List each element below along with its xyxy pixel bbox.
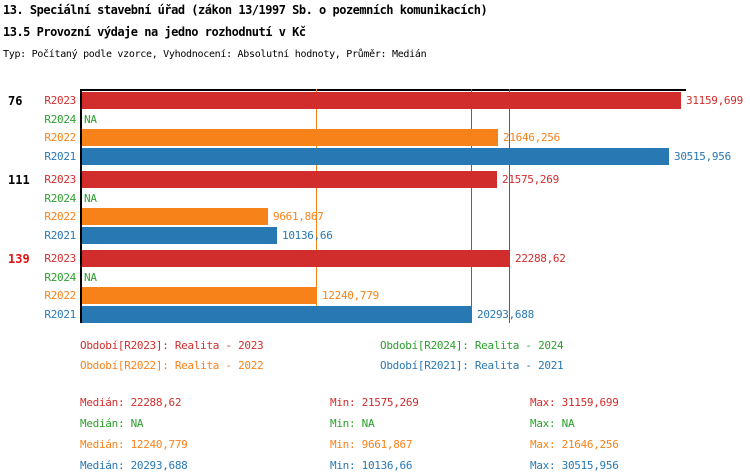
stat-value: 9661,867 — [361, 438, 413, 451]
bar-76-R2022 — [82, 129, 498, 146]
stat-value: 22288,62 — [130, 396, 182, 409]
stat-max-R2024: Max: NA — [530, 417, 575, 430]
na-value-label: NA — [84, 271, 97, 284]
stat-value: 31159,699 — [561, 396, 619, 409]
series-row-label: R2021 — [44, 308, 76, 321]
stat-value: 12240,779 — [130, 438, 188, 451]
stat-max-R2022: Max: 21646,256 — [530, 438, 619, 451]
bar-139-R2022 — [82, 287, 317, 304]
median-line-R2021 — [471, 89, 472, 323]
stat-label: Max — [530, 459, 549, 472]
stat-label: Medián — [80, 417, 118, 430]
group-id-label: 76 — [8, 94, 23, 108]
stat-min-R2022: Min: 9661,867 — [330, 438, 413, 451]
bar-value-label: 9661,867 — [273, 210, 324, 223]
bar-value-label: 21575,269 — [502, 173, 559, 186]
series-row-label: R2022 — [44, 289, 76, 302]
bar-111-R2023 — [82, 171, 497, 188]
bar-111-R2022 — [82, 208, 268, 225]
bar-value-label: 30515,956 — [674, 150, 731, 163]
bar-139-R2023 — [82, 250, 510, 267]
bar-chart: 76 R2023 31159,699 R2024 NA R2022 21646,256 R20… — [8, 89, 743, 323]
group-id-label: 111 — [8, 173, 30, 187]
bar-value-label: 20293,688 — [477, 308, 534, 321]
stat-value: 10136,66 — [361, 459, 413, 472]
stat-value: NA — [130, 417, 144, 430]
stat-label: Max — [530, 396, 549, 409]
y-axis-line — [80, 89, 82, 323]
bar-value-label: 31159,699 — [686, 94, 743, 107]
na-value-label: NA — [84, 113, 97, 126]
legend-item-R2024: Období[R2024]: Realita - 2024 — [380, 339, 564, 352]
series-row-label: R2022 — [44, 131, 76, 144]
stat-label: Min — [330, 438, 349, 451]
stat-min-R2024: Min: NA — [330, 417, 375, 430]
report-subtitle: Typ: Počítaný podle vzorce, Vyhodnocení:… — [3, 49, 427, 60]
stat-label: Min — [330, 396, 349, 409]
stat-label: Medián — [80, 438, 118, 451]
stat-label: Max — [530, 417, 549, 430]
series-row-label: R2023 — [44, 94, 76, 107]
stat-value: 21646,256 — [561, 438, 619, 451]
series-row-label: R2023 — [44, 252, 76, 265]
report-title-line2: 13.5 Provozní výdaje na jedno rozhodnutí… — [3, 25, 306, 39]
na-value-label: NA — [84, 192, 97, 205]
median-line-R2023 — [509, 89, 510, 323]
bar-139-R2021 — [82, 306, 472, 323]
stat-value: 30515,956 — [561, 459, 619, 472]
stat-label: Min — [330, 417, 349, 430]
series-row-label: R2022 — [44, 210, 76, 223]
stat-value: NA — [561, 417, 575, 430]
series-row-label: R2023 — [44, 173, 76, 186]
stat-min-R2021: Min: 10136,66 — [330, 459, 413, 472]
legend-item-R2021: Období[R2021]: Realita - 2021 — [380, 359, 564, 372]
group-id-label: 139 — [8, 252, 30, 266]
stat-label: Medián — [80, 459, 118, 472]
bar-value-label: 12240,779 — [322, 289, 379, 302]
bar-value-label: 22288,62 — [515, 252, 566, 265]
x-axis-top-line — [80, 89, 686, 91]
stat-median-R2024: Medián: NA — [80, 417, 144, 430]
stat-value: 20293,688 — [130, 459, 188, 472]
stat-label: Min — [330, 459, 349, 472]
bar-111-R2021 — [82, 227, 277, 244]
series-row-label: R2024 — [44, 192, 76, 205]
stat-max-R2021: Max: 30515,956 — [530, 459, 619, 472]
stat-label: Max — [530, 438, 549, 451]
series-row-label: R2024 — [44, 113, 76, 126]
stat-value: NA — [361, 417, 375, 430]
series-row-label: R2021 — [44, 150, 76, 163]
stat-median-R2022: Medián: 12240,779 — [80, 438, 188, 451]
legend-item-R2022: Období[R2022]: Realita - 2022 — [80, 359, 264, 372]
series-row-label: R2024 — [44, 271, 76, 284]
bar-value-label: 10136,66 — [282, 229, 333, 242]
report-title-line1: 13. Speciální stavební úřad (zákon 13/19… — [3, 3, 488, 17]
stat-value: 21575,269 — [361, 396, 419, 409]
stat-median-R2021: Medián: 20293,688 — [80, 459, 188, 472]
stat-label: Medián — [80, 396, 118, 409]
median-line-R2022 — [316, 89, 317, 323]
stat-min-R2023: Min: 21575,269 — [330, 396, 419, 409]
stat-max-R2023: Max: 31159,699 — [530, 396, 619, 409]
legend-item-R2023: Období[R2023]: Realita - 2023 — [80, 339, 264, 352]
stat-median-R2023: Medián: 22288,62 — [80, 396, 182, 409]
series-row-label: R2021 — [44, 229, 76, 242]
bar-76-R2023 — [82, 92, 681, 109]
bar-76-R2021 — [82, 148, 669, 165]
bar-value-label: 21646,256 — [503, 131, 560, 144]
